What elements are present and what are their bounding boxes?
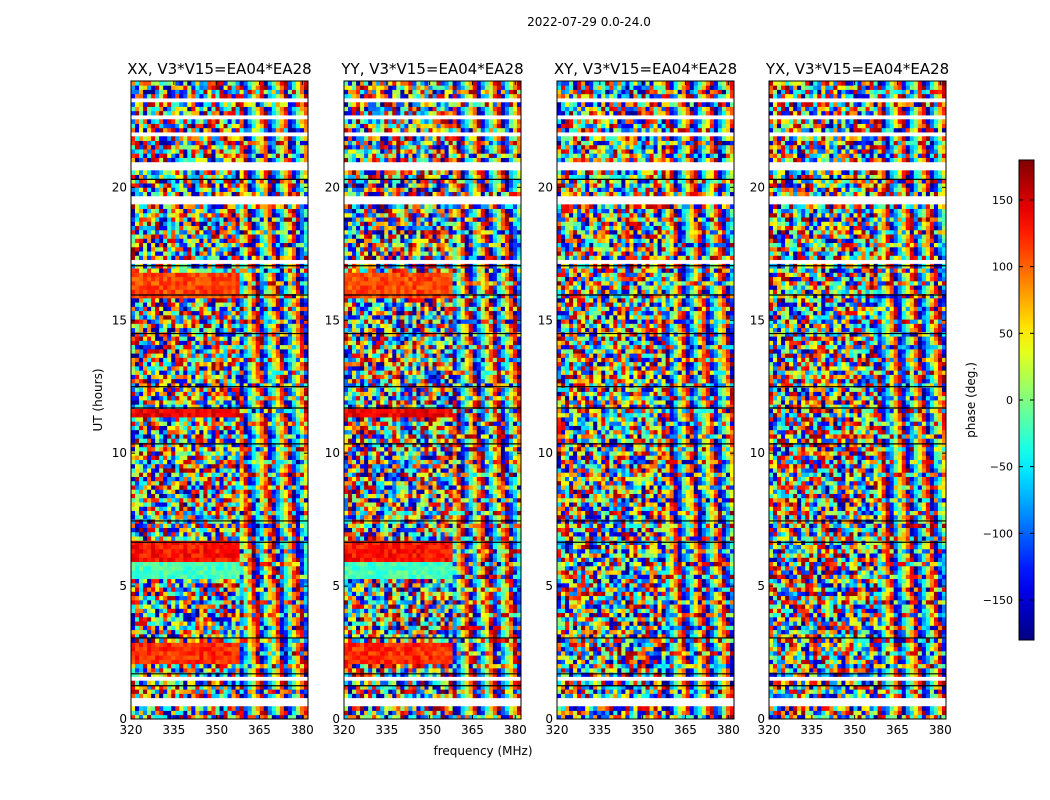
y-tick-label: 10 [538,446,553,460]
x-tick-label: 320 [120,723,143,737]
panels-group: XX, V3*V15=EA04*EA28 320 335 350 365 380 0 5 10 1… [112,60,952,737]
panel-frame [343,80,522,720]
y-tick-label: 20 [325,180,340,194]
y-tick-label: 5 [119,579,127,593]
panel-yy: YY, V3*V15=EA04*EA28 320 335 350 365 380 0 5 10 1… [325,60,527,737]
phase-image [769,81,946,719]
y-tick-label: 15 [538,313,553,327]
x-tick-label: 365 [886,723,909,737]
y-tick-label: 10 [112,446,127,460]
y-tick-label: 15 [750,313,765,327]
panel-frame [768,80,947,720]
y-tick-label: 5 [757,579,765,593]
y-tick-label: 0 [545,712,553,726]
x-tick-label: 380 [504,723,527,737]
x-tick-label: 335 [162,723,185,737]
x-tick-label: 350 [843,723,866,737]
panel-yx: YX, V3*V15=EA04*EA28 320 335 350 365 380 0 5 10 1… [750,60,952,737]
x-tick-label: 335 [588,723,611,737]
panel-title: XY, V3*V15=EA04*EA28 [554,60,737,78]
x-tick-label: 365 [674,723,697,737]
colorbar-tick-label: −50 [990,461,1013,474]
x-tick-label: 350 [418,723,441,737]
y-axis-label: UT (hours) [91,368,105,431]
x-tick-label: 365 [461,723,484,737]
y-tick-label: 15 [325,313,340,327]
y-tick-label: 5 [332,579,340,593]
colorbar-label: phase (deg.) [964,362,978,438]
y-tick-label: 5 [545,579,553,593]
colorbar-tick-label: −100 [983,527,1013,540]
panel-frame [130,80,309,720]
phase-image [131,81,308,719]
x-tick-label: 365 [248,723,271,737]
colorbar-tick-label: 0 [1006,394,1013,407]
x-tick-label: 335 [800,723,823,737]
panel-title: XX, V3*V15=EA04*EA28 [127,60,311,78]
phase-image [557,81,734,719]
panel-frame [556,80,735,720]
y-tick-label: 0 [119,712,127,726]
y-tick-label: 10 [325,446,340,460]
x-tick-label: 350 [205,723,228,737]
panel-xy: XY, V3*V15=EA04*EA28 320 335 350 365 380 0 5 10 1… [538,60,740,737]
x-tick-label: 320 [546,723,569,737]
colorbar: 150 100 50 0 −50 −100 −150 phase (deg.) [964,159,1035,641]
y-tick-label: 0 [757,712,765,726]
colorbar-tick-label: 50 [999,327,1013,340]
x-axis-label: frequency (MHz) [433,744,532,758]
x-tick-label: 335 [375,723,398,737]
y-tick-label: 0 [332,712,340,726]
x-tick-label: 380 [291,723,314,737]
y-tick-label: 20 [112,180,127,194]
phase-image [344,81,521,719]
x-tick-label: 320 [333,723,356,737]
x-tick-label: 380 [929,723,952,737]
panel-title: YX, V3*V15=EA04*EA28 [765,60,949,78]
colorbar-tick-label: −150 [983,594,1013,607]
y-tick-label: 20 [538,180,553,194]
x-tick-label: 380 [717,723,740,737]
y-tick-label: 15 [112,313,127,327]
colorbar-tick-label: 150 [992,194,1013,207]
figure-suptitle: 2022-07-29 0.0-24.0 [527,15,651,29]
y-tick-label: 20 [750,180,765,194]
x-tick-label: 320 [758,723,781,737]
colorbar-tick-label: 100 [992,261,1013,274]
panel-xx: XX, V3*V15=EA04*EA28 320 335 350 365 380 0 5 10 1… [112,60,314,737]
x-tick-label: 350 [631,723,654,737]
panel-title: YY, V3*V15=EA04*EA28 [340,60,523,78]
y-tick-label: 10 [750,446,765,460]
